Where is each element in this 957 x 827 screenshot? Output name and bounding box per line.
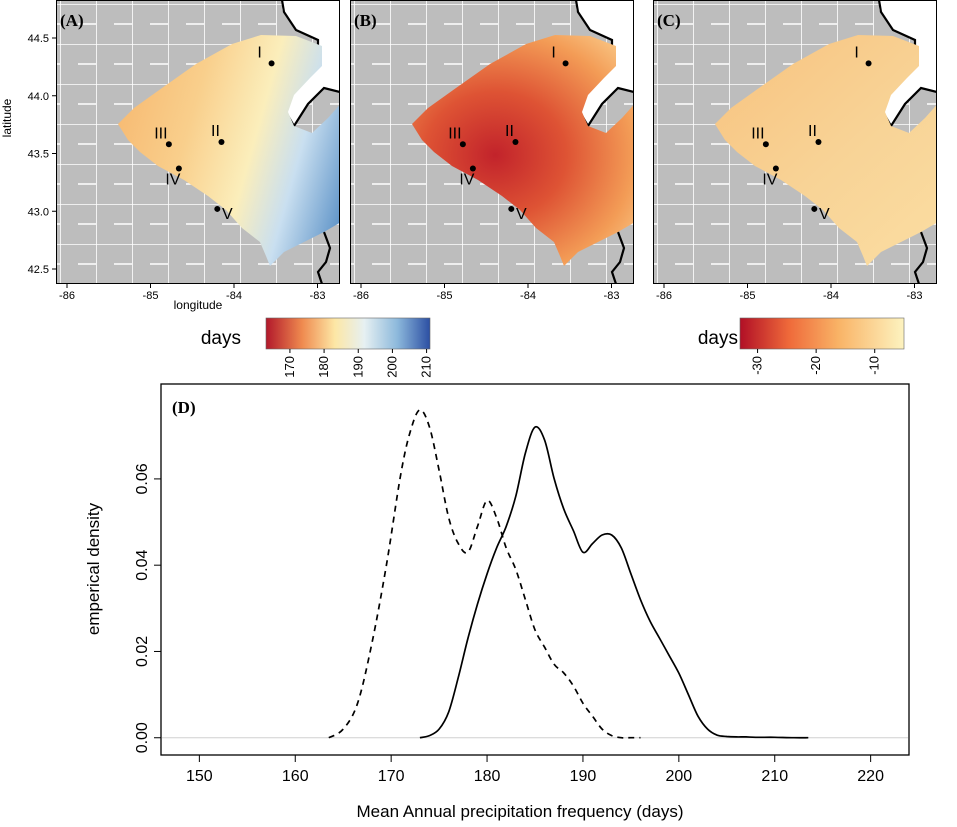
colorbar-tick-label: 200: [384, 356, 399, 378]
chart-ylabel: emperical density: [84, 502, 103, 635]
colorbar-tick-label: -20: [808, 356, 823, 375]
site-label: III: [751, 125, 764, 142]
site-label: V: [819, 206, 830, 223]
lat-tick-label: 43.0: [28, 206, 49, 218]
x-tick-label: 180: [474, 768, 501, 785]
colorbar-tick-label: 210: [419, 356, 434, 378]
site-marker: [165, 141, 172, 148]
lon-tick-label: -84: [226, 290, 242, 302]
site-marker: [175, 165, 182, 172]
site-label: V: [516, 206, 527, 223]
x-tick-label: 160: [282, 768, 309, 785]
state-border: [610, 231, 626, 284]
map-xlabel: longitude: [174, 298, 223, 312]
lake-area: [879, 0, 937, 126]
site-marker: [772, 165, 779, 172]
x-tick-label: 150: [186, 768, 213, 785]
colorbar-right: days -30 -20 -10: [698, 317, 905, 375]
lon-tick-label: -83: [310, 290, 326, 302]
plot-frame: [160, 383, 910, 756]
panel-label: (A): [60, 11, 84, 30]
x-tick-label: 200: [665, 768, 692, 785]
lake-area: [282, 0, 340, 126]
site-label: II: [211, 123, 220, 140]
site-marker: [562, 60, 569, 67]
colorbar-tick-label: 170: [282, 356, 297, 378]
site-label: III: [448, 125, 461, 142]
lon-tick-label: -84: [520, 290, 536, 302]
site-label: II: [505, 123, 514, 140]
lon-tick-label: -83: [604, 290, 620, 302]
y-tick-label: 0.02: [134, 636, 151, 667]
site-marker: [268, 60, 275, 67]
y-tick-label: 0.00: [134, 722, 151, 753]
lat-tick-label: 44.5: [28, 33, 49, 45]
panel-label-d: (D): [172, 398, 196, 417]
site-marker: [469, 165, 476, 172]
site-marker: [214, 205, 221, 212]
site-label: I: [854, 44, 858, 61]
map-ylabel: latitude: [0, 98, 14, 137]
colorbar-tick-label: 180: [316, 356, 331, 378]
site-marker: [459, 141, 466, 148]
lon-tick-label: -85: [740, 290, 756, 302]
colorbar-tick-label: -30: [750, 356, 765, 375]
x-tick-label: 220: [857, 768, 884, 785]
colorbar-right-title: days: [698, 328, 738, 349]
site-label: IV: [165, 172, 180, 189]
site-marker: [815, 138, 822, 145]
site-marker: [865, 60, 872, 67]
site-label: V: [222, 206, 233, 223]
x-tick-label: 170: [378, 768, 405, 785]
density-series-solid: [419, 425, 809, 739]
lat-tick-label: 44.0: [28, 91, 49, 103]
map-frame: [56, 0, 340, 284]
site-marker: [508, 205, 515, 212]
site-label: III: [154, 125, 167, 142]
site-marker: [512, 138, 519, 145]
state-border: [316, 231, 332, 284]
colorbar-tick-label: 190: [350, 356, 365, 378]
lon-tick-label: -84: [823, 290, 839, 302]
lon-tick-label: -85: [143, 290, 159, 302]
site-marker: [218, 138, 225, 145]
y-tick-label: 0.06: [134, 463, 151, 494]
lon-tick-label: -85: [437, 290, 453, 302]
lake-area: [576, 0, 634, 126]
y-tick-label: 0.04: [134, 550, 151, 581]
lat-tick-label: 42.5: [28, 264, 49, 276]
lat-tick-label: 43.5: [28, 149, 49, 161]
colorbar-left-title: days: [201, 328, 241, 349]
site-label: IV: [762, 172, 777, 189]
colorbar-tick-label: -10: [867, 356, 882, 375]
state-border: [913, 231, 929, 284]
colorbar-right-ramp: [739, 317, 905, 350]
site-label: II: [808, 123, 817, 140]
lon-tick-label: -86: [656, 290, 672, 302]
site-marker: [762, 141, 769, 148]
density-chart: (D) 150 160 170 180 190 200 210 220 0.00 0.02 0.0…: [84, 383, 910, 821]
density-series-dashed: [328, 409, 641, 739]
lon-tick-label: -86: [59, 290, 75, 302]
site-label: IV: [459, 172, 474, 189]
site-marker: [811, 205, 818, 212]
map-frame: [350, 0, 634, 284]
chart-xlabel: Mean Annual precipitation frequency (day…: [357, 802, 684, 821]
panel-label: (B): [354, 11, 377, 30]
colorbar-left-ramp: [265, 317, 431, 350]
site-label: I: [257, 44, 261, 61]
site-label: I: [551, 44, 555, 61]
x-tick-label: 190: [570, 768, 597, 785]
x-tick-label: 210: [761, 768, 788, 785]
panel-label: (C): [657, 11, 681, 30]
lon-tick-label: -83: [907, 290, 923, 302]
colorbar-left: days 170 180 190 200 210: [201, 317, 434, 378]
map-frame: [653, 0, 937, 284]
lon-tick-label: -86: [353, 290, 369, 302]
